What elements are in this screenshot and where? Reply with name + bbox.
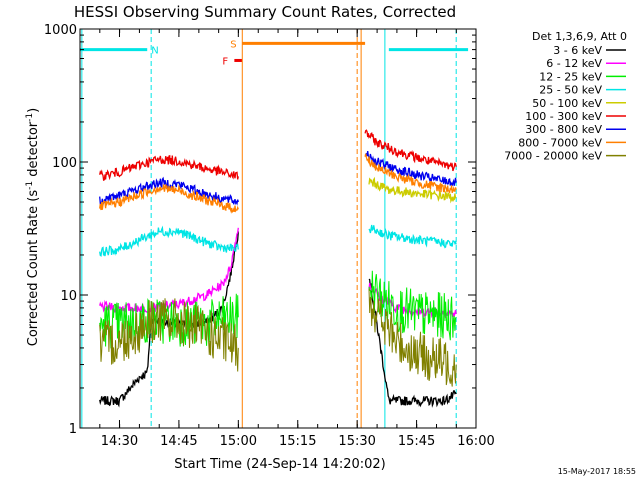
timestamp: 15-May-2017 18:55 — [558, 467, 636, 476]
flag-s-label: S — [230, 39, 236, 50]
series-line-0 — [368, 278, 457, 408]
x-tick-label: 14:30 — [101, 434, 138, 449]
series-line-5 — [99, 154, 239, 182]
series-line-3 — [368, 224, 457, 249]
axis-ticks: 14:30 14:45 15:00 15:15 15:30 15:45 16:00 1 10 10… — [44, 23, 495, 449]
x-tick-label: 14:45 — [160, 434, 197, 449]
x-tick-label: 15:30 — [338, 434, 375, 449]
legend-label: 800 - 7000 keV — [518, 136, 602, 149]
series-line-8 — [99, 298, 239, 372]
legend-label: 12 - 25 keV — [539, 70, 602, 83]
legend-label: 50 - 100 keV — [532, 97, 602, 110]
legend-label: 300 - 800 keV — [525, 123, 602, 136]
y-axis-label-part3: ) — [26, 108, 41, 113]
flag-layer: N SF — [79, 39, 469, 67]
legend-label: 100 - 300 keV — [525, 110, 602, 123]
x-tick-label: 15:00 — [220, 434, 257, 449]
series-line-7 — [364, 153, 457, 194]
series-line-5 — [364, 129, 457, 172]
y-axis-label-sup1: -1 — [25, 181, 35, 190]
series-line-4 — [368, 176, 457, 204]
chart-title: HESSI Observing Summary Count Rates, Cor… — [74, 3, 456, 21]
legend-label: 7000 - 20000 keV — [504, 150, 602, 163]
y-tick-label: 100 — [52, 156, 77, 171]
series-layer — [99, 129, 457, 408]
series-line-2 — [368, 270, 457, 341]
series-line-8 — [368, 288, 457, 387]
y-axis-label: Corrected Count Rate (s-1 detector-1) — [25, 108, 41, 346]
series-line-3 — [99, 225, 239, 257]
legend-label: 3 - 6 keV — [553, 44, 602, 57]
legend-label: 25 - 50 keV — [539, 84, 602, 97]
y-tick-label: 1 — [69, 422, 77, 437]
legend-header: Det 1,3,6,9, Att 0 — [532, 30, 627, 43]
x-axis-label: Start Time (24-Sep-14 14:20:02) — [174, 457, 385, 472]
time-marker-layer — [81, 29, 457, 428]
series-line-6 — [364, 151, 457, 186]
flag-f-label: F — [222, 56, 228, 67]
y-axis-label-part1: Corrected Count Rate (s — [26, 190, 41, 347]
y-tick-label: 1000 — [44, 23, 77, 38]
y-axis-label-sup2: -1 — [25, 113, 35, 122]
legend-label: 6 - 12 keV — [546, 57, 602, 70]
x-tick-label: 16:00 — [457, 434, 494, 449]
y-tick-label: 10 — [60, 289, 77, 304]
x-tick-label: 15:15 — [279, 434, 316, 449]
series-line-7 — [99, 184, 239, 214]
y-axis-label-part2: detector — [26, 121, 41, 181]
flag-n-label: N — [151, 46, 158, 57]
series-line-1 — [99, 227, 239, 314]
x-tick-label: 15:45 — [398, 434, 435, 449]
